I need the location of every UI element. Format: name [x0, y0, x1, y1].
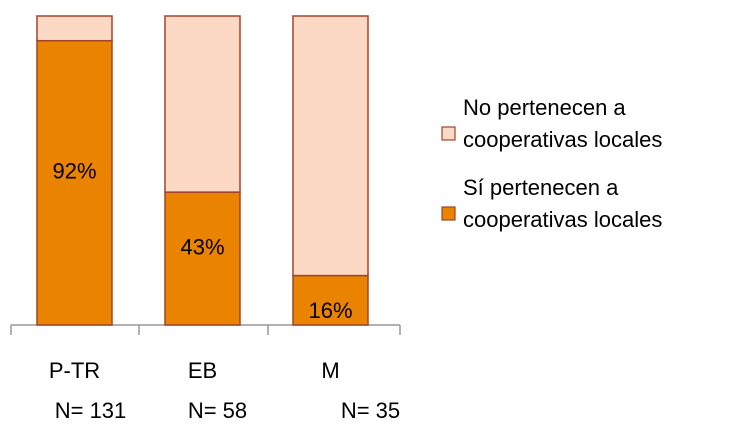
- legend-swatch: [441, 126, 456, 141]
- bar-segment: [164, 15, 241, 193]
- bar-segment: [292, 274, 369, 326]
- value-label: 16%: [308, 298, 352, 323]
- sample-size: N= 131: [55, 398, 127, 423]
- bar-segment: [36, 39, 113, 326]
- value-label: 43%: [180, 234, 224, 259]
- bar-segment: [292, 15, 369, 277]
- legend-label: No pertenecen a cooperativas locales: [463, 95, 663, 152]
- legend-label: Sí pertenecen a cooperativas locales: [463, 175, 663, 232]
- bar-segment: [36, 15, 113, 42]
- x-tick-label: EB: [188, 358, 217, 383]
- bar-segment: [164, 191, 241, 326]
- x-tick-label: M: [321, 358, 339, 383]
- legend-swatch: [441, 206, 456, 221]
- sample-size: N= 58: [188, 398, 247, 423]
- value-label: 92%: [52, 159, 96, 184]
- x-tick-label: P-TR: [49, 358, 100, 383]
- sample-size: N= 35: [341, 398, 400, 423]
